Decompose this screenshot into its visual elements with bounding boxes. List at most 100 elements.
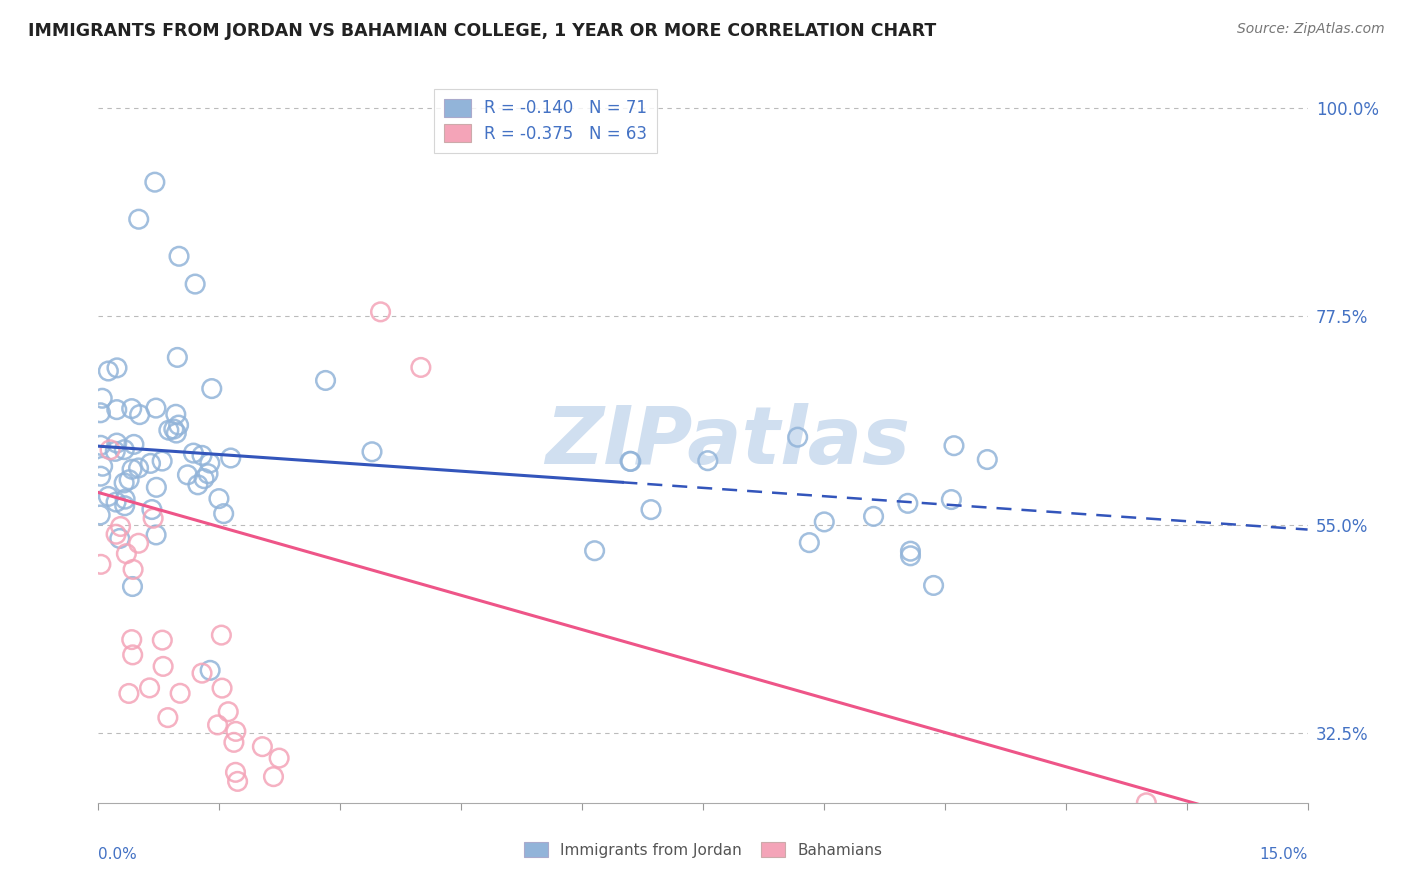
Point <box>105 527 128 541</box>
Point <box>176 467 198 482</box>
Point <box>207 718 229 732</box>
Point <box>145 401 167 416</box>
Point <box>112 442 135 457</box>
Point <box>112 475 135 490</box>
Point <box>339 823 361 838</box>
Point <box>90 438 112 452</box>
Point <box>198 456 221 470</box>
Point <box>315 374 337 388</box>
Point <box>219 450 242 465</box>
Point <box>217 705 239 719</box>
Point <box>696 453 718 467</box>
Point <box>922 578 945 592</box>
Point <box>105 360 128 375</box>
Point <box>799 535 821 549</box>
Point <box>141 502 163 516</box>
Point <box>187 478 209 492</box>
Point <box>114 499 136 513</box>
Point <box>97 364 120 378</box>
Point <box>152 659 174 673</box>
Point <box>91 459 114 474</box>
Point <box>1146 823 1168 838</box>
Point <box>150 454 173 468</box>
Point <box>128 461 150 475</box>
Point <box>97 489 120 503</box>
Point <box>91 391 114 405</box>
Point <box>121 401 143 416</box>
Point <box>583 543 606 558</box>
Point <box>1218 823 1240 838</box>
Text: 15.0%: 15.0% <box>1260 847 1308 863</box>
Point <box>225 724 247 739</box>
Point <box>193 472 215 486</box>
Point <box>820 823 842 838</box>
Point <box>169 686 191 700</box>
Point <box>201 382 224 396</box>
Point <box>166 351 188 365</box>
Point <box>165 425 187 440</box>
Point <box>128 536 150 550</box>
Point <box>1135 796 1157 810</box>
Text: 0.0%: 0.0% <box>98 847 138 863</box>
Point <box>191 449 214 463</box>
Point <box>900 549 922 563</box>
Point <box>281 823 304 838</box>
Point <box>322 823 344 838</box>
Legend: Immigrants from Jordan, Bahamians: Immigrants from Jordan, Bahamians <box>517 836 889 863</box>
Point <box>482 823 505 838</box>
Point <box>121 462 143 476</box>
Point <box>941 492 963 507</box>
Point <box>212 507 235 521</box>
Point <box>128 408 150 422</box>
Point <box>786 430 808 444</box>
Point <box>104 444 127 458</box>
Point <box>198 664 221 678</box>
Point <box>423 823 446 838</box>
Point <box>90 558 112 572</box>
Point <box>900 544 922 558</box>
Point <box>1178 823 1201 838</box>
Point <box>263 770 285 784</box>
Point <box>167 418 190 433</box>
Point <box>318 823 340 838</box>
Point <box>862 509 884 524</box>
Point <box>943 439 966 453</box>
Point <box>897 823 920 838</box>
Point <box>122 437 145 451</box>
Point <box>121 580 143 594</box>
Point <box>226 774 249 789</box>
Point <box>121 648 143 662</box>
Point <box>240 823 263 838</box>
Point <box>138 681 160 695</box>
Point <box>122 562 145 576</box>
Point <box>118 686 141 700</box>
Point <box>409 360 432 375</box>
Point <box>145 528 167 542</box>
Point <box>222 735 245 749</box>
Point <box>114 492 136 507</box>
Point <box>115 547 138 561</box>
Point <box>252 739 274 754</box>
Point <box>98 442 121 457</box>
Point <box>121 632 143 647</box>
Point <box>110 519 132 533</box>
Point <box>890 823 912 838</box>
Point <box>976 452 998 467</box>
Point <box>128 212 150 227</box>
Text: Source: ZipAtlas.com: Source: ZipAtlas.com <box>1237 22 1385 37</box>
Point <box>90 469 112 483</box>
Point <box>806 823 828 838</box>
Point <box>197 467 219 481</box>
Point <box>143 175 166 189</box>
Point <box>1130 823 1153 838</box>
Point <box>211 681 233 695</box>
Point <box>361 444 384 458</box>
Text: ZIPatlas: ZIPatlas <box>544 402 910 481</box>
Point <box>191 666 214 681</box>
Point <box>89 508 111 522</box>
Point <box>145 480 167 494</box>
Point <box>1012 823 1035 838</box>
Point <box>280 823 302 838</box>
Point <box>813 515 835 529</box>
Point <box>105 495 128 509</box>
